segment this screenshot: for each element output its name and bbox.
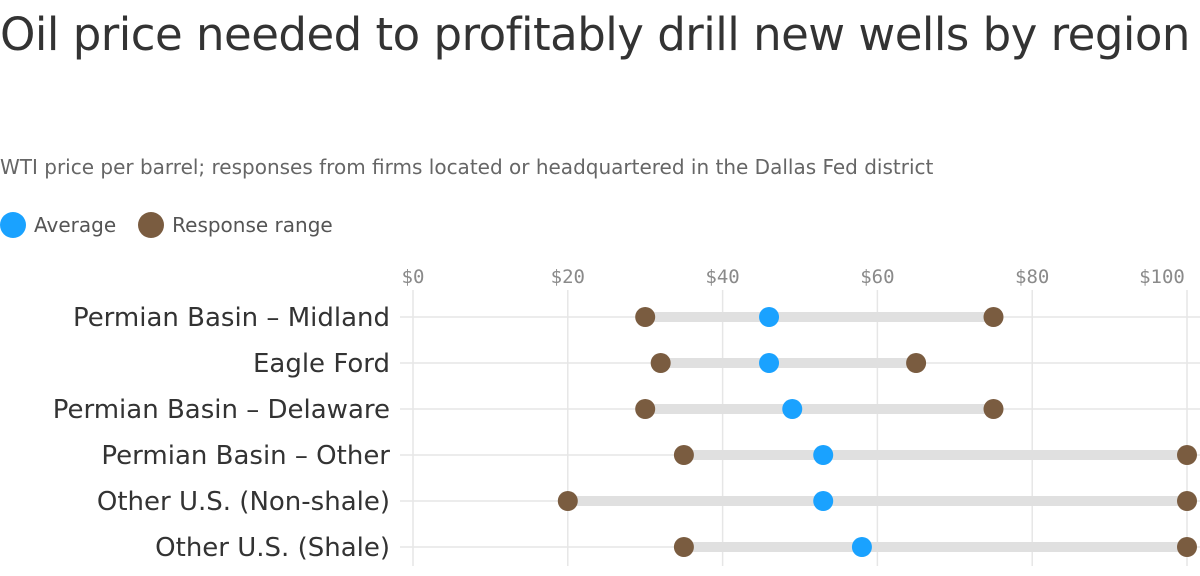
average-point	[813, 491, 834, 511]
x-tick-label: $100	[1139, 266, 1185, 288]
range-high-point	[906, 353, 927, 373]
range-high-point	[1177, 445, 1197, 465]
average-point	[759, 353, 780, 373]
x-tick-label: $0	[402, 266, 425, 288]
range-high-point	[983, 307, 1004, 327]
range-high-point	[983, 399, 1004, 419]
legend-item-range: Response range	[138, 212, 333, 238]
x-tick-label: $80	[1015, 266, 1049, 288]
category-label: Permian Basin – Midland	[73, 303, 390, 333]
range-low-point	[650, 353, 671, 373]
legend-label-average: Average	[34, 213, 117, 237]
legend-item-average: Average	[0, 212, 116, 238]
x-tick-label: $40	[705, 266, 739, 288]
range-high-point	[1177, 491, 1197, 511]
chart-title: Oil price needed to profitably drill new…	[0, 8, 1190, 61]
category-label: Eagle Ford	[253, 349, 390, 379]
category-label: Other U.S. (Shale)	[155, 533, 390, 563]
category-label: Other U.S. (Non-shale)	[97, 487, 390, 517]
x-tick-label: $60	[860, 266, 894, 288]
average-point	[851, 537, 872, 557]
category-label: Permian Basin – Other	[101, 441, 390, 471]
range-low-point	[557, 491, 578, 511]
category-label: Permian Basin – Delaware	[53, 395, 390, 425]
legend-label-range: Response range	[172, 213, 333, 237]
average-point	[813, 445, 834, 465]
average-point	[782, 399, 803, 419]
range-low-point	[673, 445, 694, 465]
range-high-point	[1177, 537, 1197, 557]
legend: Average Response range	[0, 212, 355, 238]
range-low-point	[673, 537, 694, 557]
range-low-point	[635, 399, 656, 419]
average-point	[759, 307, 780, 327]
average-swatch	[0, 212, 26, 238]
chart-subtitle: WTI price per barrel; responses from fir…	[0, 155, 934, 179]
range-low-point	[635, 307, 656, 327]
x-tick-label: $20	[551, 266, 585, 288]
range-swatch	[138, 212, 165, 238]
